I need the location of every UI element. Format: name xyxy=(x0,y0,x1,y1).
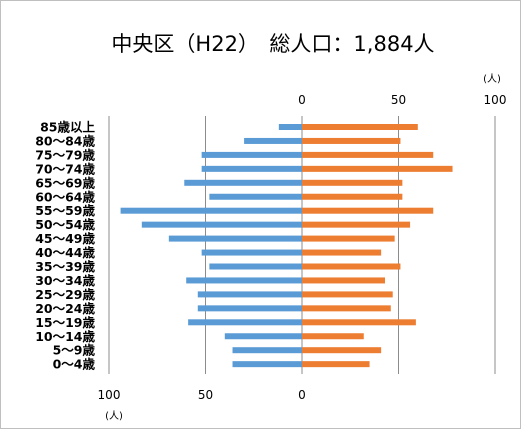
bar-right xyxy=(302,137,401,144)
category-label: 75～79歳 xyxy=(35,147,95,162)
bar-left xyxy=(197,305,302,312)
category-label: 5～9歳 xyxy=(53,343,96,358)
top-unit-label: (人) xyxy=(483,73,501,85)
category-label: 10～14歳 xyxy=(35,329,95,344)
bar-left xyxy=(201,151,302,158)
top-tick-label: 50 xyxy=(391,93,406,107)
category-label: 60～64歳 xyxy=(35,189,95,204)
bar-right xyxy=(302,319,416,326)
bar-left xyxy=(201,165,302,172)
bar-right xyxy=(302,193,403,200)
category-label: 70～74歳 xyxy=(35,161,95,176)
bar-right xyxy=(302,221,411,228)
category-label: 65～69歳 xyxy=(35,175,95,190)
bar-left xyxy=(278,124,302,130)
bar-left xyxy=(197,291,302,298)
bar-left xyxy=(209,263,302,270)
bar-right xyxy=(302,263,401,270)
bar-left xyxy=(120,207,302,214)
bar-left xyxy=(209,193,302,200)
category-label: 85歳以上 xyxy=(40,120,95,135)
bar-left xyxy=(168,235,302,242)
bar-right xyxy=(302,235,395,242)
bar-right xyxy=(302,249,382,256)
bottom-tick-label: 50 xyxy=(198,388,213,402)
bar-right xyxy=(302,291,393,298)
bar-left xyxy=(184,179,302,186)
bar-right xyxy=(302,124,418,130)
bar-right xyxy=(302,333,364,340)
bar-right xyxy=(302,305,391,312)
top-tick-label: 100 xyxy=(484,93,507,107)
bar-right xyxy=(302,277,385,284)
bar-left xyxy=(188,319,302,326)
category-label: 0～4歳 xyxy=(53,357,96,372)
bar-right xyxy=(302,207,434,214)
bar-right xyxy=(302,361,370,368)
category-label: 40～44歳 xyxy=(35,245,95,260)
category-label: 80～84歳 xyxy=(35,133,95,148)
bar-right xyxy=(302,151,434,158)
gridlines xyxy=(108,116,496,374)
category-label: 25～29歳 xyxy=(35,287,95,302)
bar-left xyxy=(232,361,302,368)
axis-tick-labels: 0 50 100 100 50 0 xyxy=(98,93,507,402)
bar-right xyxy=(302,179,403,186)
bar-left xyxy=(186,277,302,284)
bottom-tick-label: 100 xyxy=(98,388,121,402)
bar-left xyxy=(224,333,302,340)
category-labels: 85歳以上80～84歳75～79歳70～74歳65～69歳60～64歳55～59… xyxy=(35,120,95,372)
bar-left xyxy=(232,347,302,354)
bar-left xyxy=(244,137,302,144)
chart-title: 中央区（H22） 総人口：1,884人 xyxy=(111,32,434,56)
category-label: 45～49歳 xyxy=(35,231,95,246)
bar-right xyxy=(302,347,382,354)
bar-right xyxy=(302,165,453,172)
category-label: 30～34歳 xyxy=(35,273,95,288)
bottom-unit-label: (人) xyxy=(105,410,123,422)
bar-left xyxy=(201,249,302,256)
category-label: 55～59歳 xyxy=(35,203,95,218)
bar-left xyxy=(141,221,302,228)
top-tick-label: 0 xyxy=(298,93,306,107)
category-label: 15～19歳 xyxy=(35,315,95,330)
bars xyxy=(120,124,453,368)
bottom-tick-label: 0 xyxy=(298,388,306,402)
category-label: 35～39歳 xyxy=(35,259,95,274)
category-label: 20～24歳 xyxy=(35,301,95,316)
category-label: 50～54歳 xyxy=(35,217,95,232)
